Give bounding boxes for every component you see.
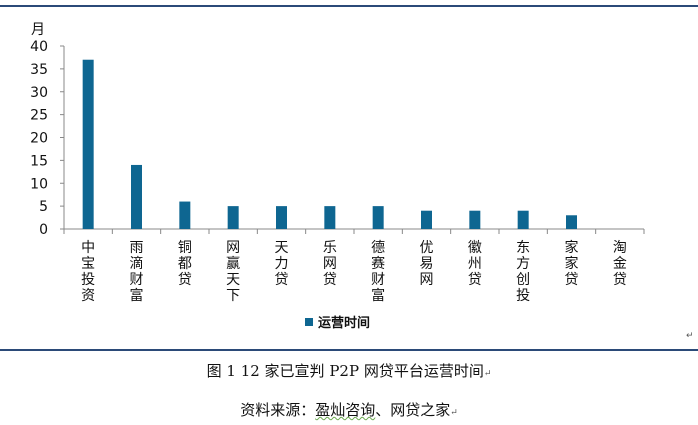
x-tick-label: 雨滴财富 — [130, 240, 144, 304]
y-tick-label: 25 — [30, 108, 48, 124]
bottom-rule — [0, 349, 698, 351]
bar — [276, 206, 287, 229]
x-tick-label: 乐网贷 — [323, 240, 337, 288]
bar — [179, 201, 191, 229]
figure-caption: 图 1 12 家已宣判 P2P 网贷平台运营时间↵ — [0, 360, 698, 381]
bar — [324, 206, 336, 229]
top-rule — [0, 5, 698, 7]
bar — [469, 210, 481, 229]
x-tick-label: 东方创投 — [516, 240, 530, 304]
bar — [372, 206, 384, 229]
source-suffix: 、网贷之家 — [375, 401, 451, 419]
source-prefix: 资料来源： — [240, 401, 316, 419]
x-tick-label: 优易网 — [420, 240, 434, 288]
bar — [517, 210, 529, 229]
source-underlined: 盈灿咨询 — [315, 401, 376, 419]
bar — [82, 59, 94, 229]
legend: 运营时间 — [305, 315, 370, 331]
y-tick-label: 35 — [30, 62, 48, 78]
x-tick-label: 淘金贷 — [613, 240, 627, 288]
bar — [566, 215, 577, 229]
x-tick-label: 天力贷 — [275, 240, 289, 288]
bar — [131, 164, 142, 229]
x-tick-label: 德赛财富 — [371, 240, 385, 304]
x-tick-label: 网赢天下 — [226, 240, 240, 304]
y-tick-label: 15 — [30, 153, 48, 169]
legend-label: 运营时间 — [318, 315, 370, 331]
x-tick-label: 徽州贷 — [468, 240, 482, 288]
y-tick-label: 20 — [30, 131, 48, 147]
y-tick-label: 0 — [39, 222, 48, 238]
y-tick-label: 5 — [39, 199, 48, 215]
x-tick-label: 铜都贷 — [178, 240, 192, 288]
y-tick-label: 10 — [30, 176, 48, 192]
paragraph-mark: ↵ — [450, 408, 458, 418]
figure-title: 图 1 12 家已宣判 P2P 网贷平台运营时间 — [206, 362, 484, 380]
bar — [227, 206, 239, 229]
bar — [421, 210, 432, 229]
x-tick-label: 中宝投资 — [81, 240, 95, 304]
paragraph-mark: ↵ — [483, 369, 492, 379]
y-axis-unit-label: 月 — [31, 22, 45, 38]
figure-source: 资料来源：盈灿咨询、网贷之家↵ — [0, 399, 698, 420]
legend-swatch — [305, 318, 313, 326]
x-tick-label: 家家贷 — [565, 239, 579, 288]
y-tick-label: 40 — [30, 39, 48, 55]
bar-chart: 月 0 5 10 15 20 25 30 35 40 中宝投资 雨滴财富 铜都贷 网赢天下 天力贷 乐网贷… — [30, 22, 645, 331]
paragraph-mark: ↵ — [686, 331, 694, 341]
y-tick-label: 30 — [30, 85, 48, 101]
